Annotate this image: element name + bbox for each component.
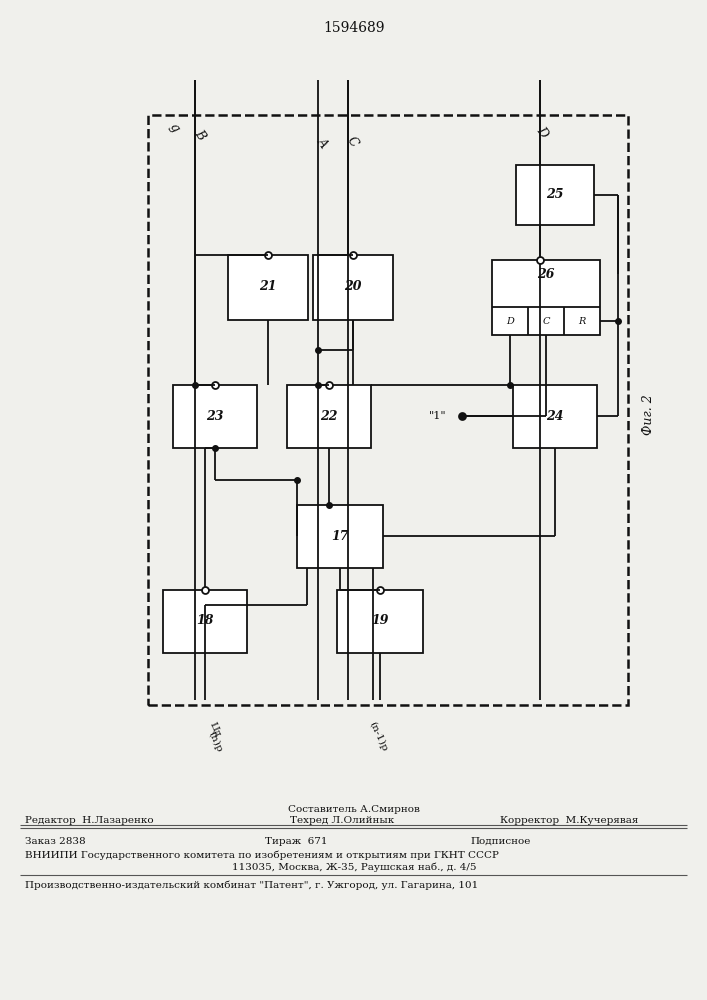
Text: 20: 20 [344, 280, 362, 294]
Text: Редактор  Н.Лазаренко: Редактор Н.Лазаренко [25, 816, 153, 825]
Text: A: A [314, 135, 329, 150]
Bar [287, 385, 371, 448]
Text: Цд: Цд [208, 720, 222, 738]
Bar [337, 590, 423, 653]
Bar [492, 260, 600, 335]
Text: 19: 19 [371, 614, 389, 628]
Text: C: C [542, 316, 550, 326]
Bar [228, 255, 308, 320]
Text: Заказ 2838: Заказ 2838 [25, 837, 86, 846]
Text: 21: 21 [259, 280, 276, 294]
Text: 113035, Москва, Ж-35, Раушская наб., д. 4/5: 113035, Москва, Ж-35, Раушская наб., д. … [232, 862, 477, 871]
Text: Техред Л.Олийнык: Техред Л.Олийнык [290, 816, 395, 825]
Text: D: D [534, 124, 550, 140]
Text: 26: 26 [537, 267, 555, 280]
Bar [173, 385, 257, 448]
Text: (n-1)р: (n-1)р [367, 720, 389, 753]
Text: ВНИИПИ Государственного комитета по изобретениям и открытиям при ГКНТ СССР: ВНИИПИ Государственного комитета по изоб… [25, 850, 499, 859]
Text: B: B [192, 127, 208, 142]
Text: Подписное: Подписное [470, 837, 530, 846]
Text: R: R [578, 316, 585, 326]
Bar [516, 165, 594, 225]
Text: 25: 25 [547, 188, 563, 202]
Bar [313, 255, 393, 320]
Text: C: C [344, 135, 360, 150]
Text: 1594689: 1594689 [323, 21, 385, 35]
Text: 17: 17 [332, 530, 349, 542]
Text: D: D [506, 316, 514, 326]
Bar [163, 590, 247, 653]
Text: Составитель А.Смирнов: Составитель А.Смирнов [288, 805, 420, 814]
Text: 23: 23 [206, 410, 223, 422]
Bar [148, 115, 628, 705]
Bar [297, 505, 383, 568]
Text: 22: 22 [320, 410, 338, 422]
Text: (n)р: (n)р [206, 730, 223, 754]
Text: 24: 24 [547, 410, 563, 422]
Text: Тираж  671: Тираж 671 [265, 837, 327, 846]
Text: Производственно-издательский комбинат "Патент", г. Ужгород, ул. Гагарина, 101: Производственно-издательский комбинат "П… [25, 880, 478, 890]
Text: 18: 18 [197, 614, 214, 628]
Text: "1": "1" [428, 411, 446, 421]
Text: g: g [166, 121, 182, 135]
Bar [513, 385, 597, 448]
Text: Фиг. 2: Фиг. 2 [641, 395, 655, 435]
Text: Корректор  М.Кучерявая: Корректор М.Кучерявая [500, 816, 638, 825]
